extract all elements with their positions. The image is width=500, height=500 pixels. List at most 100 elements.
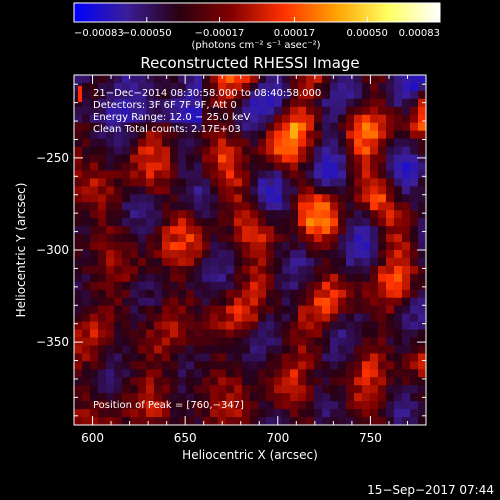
heatmap-cell xyxy=(98,313,107,323)
heatmap-cell xyxy=(410,122,419,132)
heatmap-cell xyxy=(234,393,243,402)
heatmap-cell xyxy=(402,138,411,148)
heatmap-cell xyxy=(90,281,99,291)
heatmap-cell xyxy=(74,401,83,410)
heatmap-cell xyxy=(402,130,411,140)
heatmap-cell xyxy=(122,385,131,394)
heatmap-cell xyxy=(346,250,355,259)
heatmap-cell xyxy=(266,265,275,275)
heatmap-cell xyxy=(314,90,323,100)
heatmap-cell xyxy=(82,337,91,347)
heatmap-cell xyxy=(202,82,211,92)
heatmap-cell xyxy=(346,369,355,378)
heatmap-cell xyxy=(74,75,83,84)
heatmap-cell xyxy=(298,250,307,259)
heatmap-cell xyxy=(378,257,387,267)
heatmap-cell xyxy=(418,202,426,211)
heatmap-cell xyxy=(394,409,403,418)
heatmap-cell xyxy=(298,242,307,251)
heatmap-cell xyxy=(194,321,203,331)
heatmap-cell xyxy=(378,75,387,84)
heatmap-cell xyxy=(114,242,123,251)
heatmap-cell xyxy=(354,75,363,84)
heatmap-cell xyxy=(162,273,171,283)
annotation-clean-counts: Clean Total counts: 2.17E+03 xyxy=(93,124,241,135)
heatmap-cell xyxy=(226,90,235,100)
heatmap-cell xyxy=(218,345,227,354)
heatmap-cell xyxy=(114,377,123,386)
heatmap-cell xyxy=(218,82,227,92)
heatmap-cell xyxy=(298,162,307,172)
heatmap-cell xyxy=(362,361,371,370)
heatmap-cell xyxy=(298,234,307,243)
heatmap-cell xyxy=(194,417,203,425)
heatmap-cell xyxy=(106,130,115,140)
heatmap-cell xyxy=(202,146,211,156)
heatmap-cell xyxy=(162,98,171,108)
heatmap-cell xyxy=(314,289,323,299)
heatmap-cell xyxy=(130,98,139,108)
heatmap-cell xyxy=(234,329,243,339)
heatmap-cell xyxy=(234,226,243,235)
heatmap-cell xyxy=(178,218,187,227)
heatmap-cell xyxy=(274,337,283,347)
heatmap-cell xyxy=(298,289,307,299)
heatmap-cell xyxy=(210,234,219,243)
heatmap-cell xyxy=(170,250,179,259)
heatmap-cell xyxy=(130,90,139,100)
heatmap-cell xyxy=(186,202,195,211)
heatmap-cell xyxy=(138,385,147,394)
heatmap-cell xyxy=(250,130,259,140)
heatmap-cell xyxy=(290,122,299,132)
annotation-time-range: 21−Dec−2014 08:30:58.000 to 08:40:58.000 xyxy=(93,88,321,99)
heatmap-cell xyxy=(106,122,115,132)
heatmap-cell xyxy=(362,297,371,307)
heatmap-cell xyxy=(130,75,139,84)
heatmap-cell xyxy=(378,289,387,299)
heatmap-cell xyxy=(402,329,411,339)
heatmap-cell xyxy=(298,361,307,370)
heatmap-cell xyxy=(258,98,267,108)
heatmap-cell xyxy=(314,202,323,211)
heatmap-cell xyxy=(330,226,339,235)
heatmap-cell xyxy=(394,106,403,116)
heatmap-cell xyxy=(170,226,179,235)
heatmap-cell xyxy=(194,210,203,219)
heatmap-cell xyxy=(298,138,307,148)
heatmap-cell xyxy=(258,234,267,243)
heatmap-cell xyxy=(178,138,187,148)
heatmap-cell xyxy=(130,353,139,362)
heatmap-cell xyxy=(170,257,179,267)
heatmap-cell xyxy=(290,401,299,410)
heatmap-cell xyxy=(338,186,347,195)
heatmap-cell xyxy=(194,90,203,100)
heatmap-cell xyxy=(282,234,291,243)
heatmap-cell xyxy=(186,234,195,243)
heatmap-cell xyxy=(146,242,155,251)
heatmap-cell xyxy=(114,130,123,140)
heatmap-cell xyxy=(354,234,363,243)
heatmap-cell xyxy=(322,353,331,362)
heatmap-cell xyxy=(194,130,203,140)
heatmap-cell xyxy=(242,329,251,339)
heatmap-cell xyxy=(130,114,139,124)
heatmap-cell xyxy=(274,409,283,418)
heatmap-cell xyxy=(130,385,139,394)
heatmap-cell xyxy=(282,353,291,362)
heatmap-cell xyxy=(194,313,203,323)
heatmap-cell xyxy=(98,265,107,275)
heatmap-cell xyxy=(234,337,243,347)
heatmap-cell xyxy=(330,345,339,354)
heatmap-cell xyxy=(146,186,155,195)
heatmap-cell xyxy=(314,369,323,378)
heatmap-cell xyxy=(418,146,426,156)
heatmap-cell xyxy=(138,218,147,227)
heatmap-cell xyxy=(266,289,275,299)
heatmap-cell xyxy=(226,385,235,394)
heatmap-cell xyxy=(274,273,283,283)
heatmap-cell xyxy=(154,178,163,187)
heatmap-cell xyxy=(258,345,267,354)
heatmap-cell xyxy=(218,250,227,259)
heatmap-cell xyxy=(162,162,171,172)
heatmap-cell xyxy=(402,257,411,267)
